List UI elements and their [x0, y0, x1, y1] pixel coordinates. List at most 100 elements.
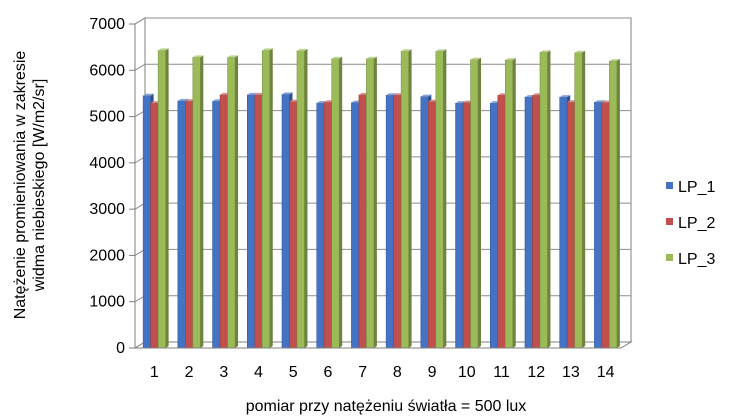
bar-lp-1: [559, 96, 568, 349]
bar-lp-2: [185, 101, 194, 349]
legend: LP_1 LP_2 LP_3: [666, 179, 715, 268]
bar-group: [455, 57, 482, 349]
bar-lp-2: [254, 94, 263, 349]
bar-lp-2: [532, 95, 541, 349]
bar-lp-3: [331, 58, 340, 349]
bar-lp-3: [470, 59, 479, 349]
bar-lp-3: [157, 50, 166, 349]
bar-top: [505, 58, 516, 61]
gridline: [134, 63, 631, 71]
bar-top: [559, 95, 571, 98]
bar-top: [366, 56, 377, 59]
bar-lp-1: [490, 102, 498, 349]
bar-side: [408, 49, 412, 349]
bar-top: [435, 49, 447, 52]
bar-lp-1: [316, 102, 325, 349]
bar-top: [281, 92, 293, 95]
gridline: [134, 17, 631, 25]
x-tick-label: 9: [428, 364, 437, 381]
plot-background: [133, 17, 633, 349]
bar-side: [478, 57, 482, 348]
bar-lp-1: [594, 101, 603, 349]
bar-lp-3: [435, 51, 444, 349]
bars: [142, 48, 620, 349]
bar-group: [594, 59, 620, 349]
y-tick-label: 7000: [89, 16, 125, 33]
bar-top: [331, 56, 343, 59]
bar-lp-1: [177, 100, 186, 349]
bar-lp-1: [455, 102, 464, 349]
legend-swatch: [666, 254, 673, 261]
bar-lp-1: [385, 95, 394, 349]
axes: [129, 23, 621, 349]
bar-lp-1: [420, 96, 429, 349]
x-tick-label: 2: [185, 364, 194, 381]
x-tick-label: 8: [393, 364, 402, 381]
bar-side: [547, 50, 551, 349]
bar-group: [351, 56, 377, 349]
bar-top: [296, 48, 308, 51]
y-axis-title-line2: widma niebieskiego [W/m2/sr]: [31, 79, 48, 293]
legend-swatch: [666, 182, 673, 189]
bar-lp-3: [574, 52, 583, 349]
x-axis-title: pomiar przy natężeniu światła = 500 lux: [246, 398, 527, 415]
bar-group: [385, 49, 412, 349]
bar-lp-2: [150, 102, 159, 349]
bar-top: [420, 94, 432, 97]
x-tick-label: 13: [562, 364, 580, 381]
y-tick-label: 0: [116, 340, 125, 357]
legend-label: LP_1: [678, 179, 715, 196]
bar-lp-2: [289, 101, 298, 349]
bar-lp-2: [601, 102, 610, 349]
x-tick-label: 7: [358, 364, 367, 381]
y-tick-label: 4000: [89, 155, 125, 172]
bar-lp-2: [497, 95, 506, 349]
bar-group: [247, 48, 273, 349]
bar-group: [281, 48, 308, 349]
bar-side: [304, 48, 308, 349]
bar-lp-2: [428, 101, 437, 349]
bar-side: [443, 49, 447, 349]
x-tick-label: 3: [219, 364, 228, 381]
bar-side: [235, 55, 239, 348]
bar-top: [177, 98, 189, 101]
y-tick-label: 1000: [89, 294, 125, 311]
bar-top: [401, 49, 412, 52]
bar-lp-3: [400, 51, 409, 349]
bar-lp-2: [358, 94, 367, 349]
bar-side: [512, 58, 516, 349]
x-tick-label: 12: [527, 364, 545, 381]
bar-side: [616, 59, 620, 349]
legend-swatch: [666, 218, 673, 225]
bar-top: [594, 100, 605, 103]
bar-lp-3: [539, 51, 548, 349]
bar-top: [262, 48, 273, 51]
bar-lp-3: [262, 50, 270, 349]
bar-lp-1: [524, 96, 533, 349]
y-tick-label: 3000: [89, 201, 125, 218]
bar-top: [247, 92, 258, 95]
y-tick-label: 6000: [89, 62, 125, 79]
plot-floor: [133, 341, 633, 349]
legend-item: LP_2: [666, 215, 715, 232]
bar-lp-2: [219, 94, 228, 349]
bar-group: [316, 56, 343, 349]
bar-lp-2: [462, 102, 471, 349]
x-tick-label: 1: [150, 364, 159, 381]
bar-lp-3: [366, 58, 375, 349]
bar-group: [524, 50, 551, 349]
y-tick-label: 2000: [89, 247, 125, 264]
bar-group: [212, 55, 239, 349]
x-tick-label: 14: [597, 364, 615, 381]
y-axis-title: Natężenie promieniowania w zakresie widm…: [12, 51, 48, 320]
bar-lp-1: [247, 94, 255, 349]
bar-top: [227, 55, 239, 58]
x-tick-label: 11: [493, 364, 510, 381]
bar-lp-3: [192, 57, 201, 349]
bar-lp-3: [227, 57, 236, 349]
bar-lp-1: [351, 102, 360, 349]
legend-item: LP_1: [666, 179, 715, 196]
bar-top: [470, 57, 482, 60]
